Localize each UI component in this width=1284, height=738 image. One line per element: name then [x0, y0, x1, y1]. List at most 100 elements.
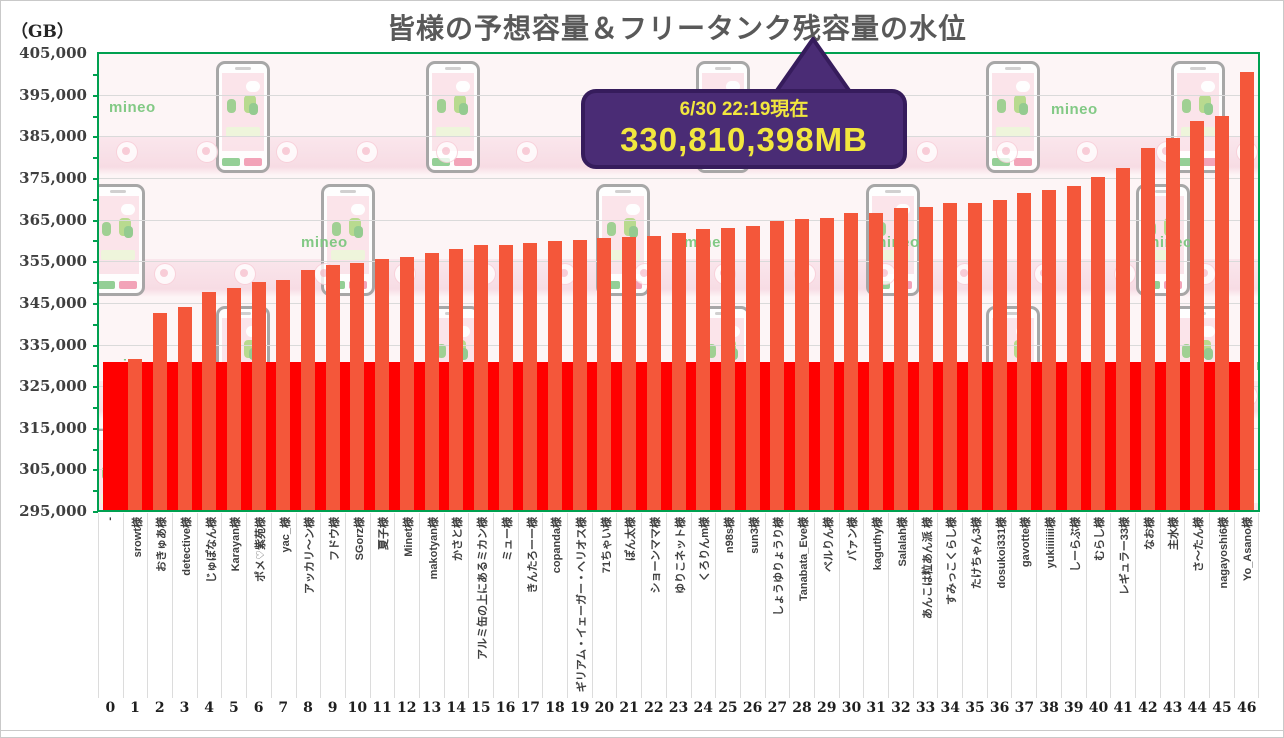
mineo-watermark: mineo — [1051, 101, 1098, 118]
x-category-column: むらし様 — [1087, 513, 1112, 698]
y-axis-tick — [93, 406, 98, 409]
bar — [819, 217, 834, 511]
bar — [1214, 115, 1229, 511]
x-category-label: むらし様 — [1094, 517, 1107, 561]
y-axis-tick — [93, 94, 98, 97]
bar — [770, 221, 785, 511]
bar — [473, 245, 488, 511]
y-axis-tick — [93, 198, 98, 201]
x-category-column: ぽん太様 — [617, 513, 643, 698]
x-category-column: なお様 — [1136, 513, 1161, 698]
x-category-column: 主水様 — [1161, 513, 1186, 698]
x-index-label: 20 — [594, 700, 615, 716]
bar — [399, 257, 414, 511]
x-index-label: 19 — [569, 700, 590, 716]
x-index-label: 24 — [693, 700, 713, 716]
decor-circle-icon — [276, 141, 298, 163]
y-axis-tick-label: 375,000 — [19, 168, 87, 187]
decor-circle-icon — [356, 141, 378, 163]
x-index-label: 11 — [372, 700, 392, 716]
y-axis-tick — [93, 427, 98, 430]
y-axis-tick — [93, 261, 98, 264]
bar — [597, 238, 612, 511]
bar — [325, 265, 340, 511]
x-category-column: dosukoi331様 — [988, 513, 1013, 698]
bar — [1066, 186, 1081, 511]
x-category-column: ショーンママ様 — [642, 513, 667, 698]
x-category-label: すみっこくらし様 — [946, 517, 959, 605]
x-category-label: なお様 — [1143, 517, 1156, 550]
bar — [918, 207, 933, 511]
bar — [251, 282, 266, 511]
mineo-watermark: mineo — [1256, 357, 1259, 374]
x-category-label: kaguthy様 — [872, 517, 885, 571]
bar — [449, 248, 464, 511]
x-category-label: バァン様 — [847, 517, 860, 561]
x-category-column: たけちゃん3様 — [963, 513, 988, 698]
bar — [572, 240, 587, 511]
x-category-label: sun3様 — [748, 517, 761, 554]
x-category-label: dosukoi331様 — [995, 517, 1008, 589]
x-index-label: 38 — [1039, 700, 1059, 716]
x-category-column: きんたろーー様 — [519, 513, 544, 698]
x-index-label: 21 — [619, 700, 639, 716]
x-index-label: 36 — [989, 700, 1010, 716]
x-category-column: ミュー様 — [494, 513, 519, 698]
x-index-label: 4 — [204, 700, 215, 716]
decor-circle-icon — [516, 141, 538, 163]
x-index-label: 41 — [1113, 700, 1133, 716]
x-index-label: 7 — [278, 700, 289, 716]
x-index-label: 34 — [940, 700, 960, 716]
x-category-label: ギリアム・イェーガー・ヘリオス様 — [575, 517, 588, 693]
x-category-label: ゆりこネット様 — [674, 517, 687, 594]
x-category-column: すみっこくらし様 — [938, 513, 964, 698]
x-category-column: 夏子様 — [371, 513, 396, 698]
y-axis-tick — [93, 177, 98, 180]
x-category-column: Tanabata_Eve様 — [790, 513, 815, 698]
y-axis-tick-label: 385,000 — [19, 127, 87, 146]
x-category-label: レギュラー33様 — [1119, 517, 1132, 596]
x-category-column: ポメ♡紫苑様 — [247, 513, 272, 698]
y-axis-tick — [93, 344, 98, 347]
x-category-label: yukiiiiiii様 — [1044, 517, 1057, 569]
y-axis-unit-label: （GB） — [11, 22, 74, 42]
bar — [1239, 72, 1254, 511]
x-index-label: 5 — [228, 700, 239, 716]
x-index-label: 29 — [817, 700, 837, 716]
x-category-column: しーらぶ様 — [1062, 513, 1087, 698]
x-category-label: n98s様 — [724, 517, 737, 554]
bar — [301, 269, 315, 511]
x-category-column: Karayan様 — [222, 513, 248, 698]
x-index-label: 39 — [1064, 700, 1084, 716]
x-category-column: じゅぽなん様 — [198, 513, 223, 698]
x-index-label: 43 — [1162, 700, 1183, 716]
bar — [375, 259, 390, 511]
x-category-column: 71ちゃい様 — [593, 513, 618, 698]
x-index-label: 23 — [668, 700, 689, 716]
x-category-column: くろりんm様 — [692, 513, 717, 698]
x-index-label: 28 — [792, 700, 812, 716]
y-axis-tick — [93, 490, 98, 493]
x-index-label: 6 — [253, 700, 264, 716]
decor-circle-icon — [196, 141, 218, 163]
y-axis-tick-label: 355,000 — [19, 252, 87, 271]
x-category-column: Salalah様 — [889, 513, 914, 698]
decor-circle-icon — [1076, 141, 1098, 163]
bar — [696, 228, 711, 511]
decor-circle-icon — [154, 263, 176, 285]
x-category-label: じゅぽなん様 — [205, 517, 218, 583]
mineo-watermark: mineo — [109, 99, 156, 116]
page-title: 皆様の予想容量＆フリータンク残容量の水位 — [386, 12, 967, 45]
x-category-label: きんたろーー様 — [526, 517, 539, 594]
gridline — [98, 177, 1259, 179]
x-category-label: フドウ様 — [329, 517, 342, 561]
x-category-column: Yo_Asano様 — [1235, 513, 1260, 698]
x-category-label: detective様 — [180, 517, 193, 576]
bar — [350, 263, 365, 511]
mineo-watermark: mineo — [301, 234, 348, 251]
bar — [177, 307, 192, 511]
x-category-label: くろりんm様 — [699, 517, 712, 582]
bar — [795, 218, 809, 511]
bar — [992, 200, 1007, 511]
